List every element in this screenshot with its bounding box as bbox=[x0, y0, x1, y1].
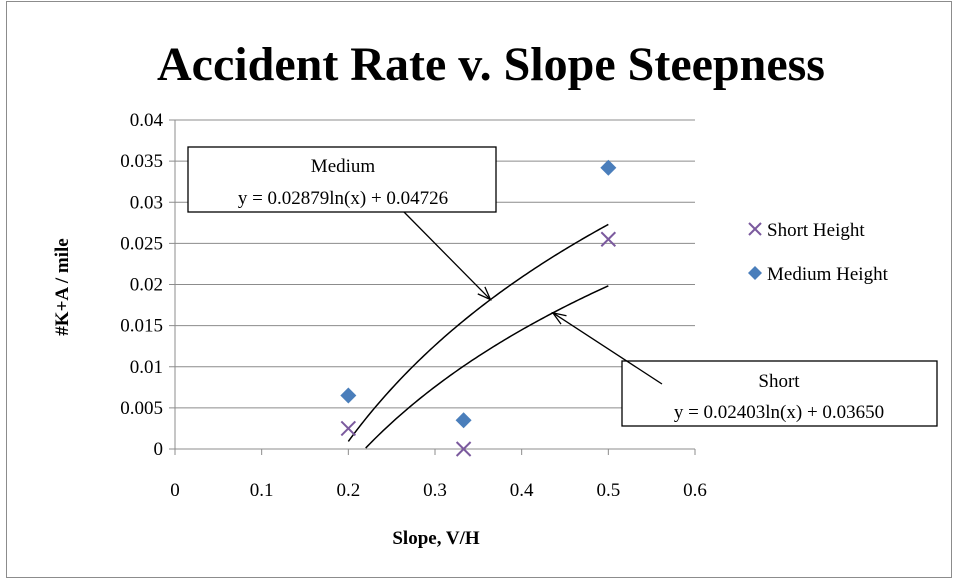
legend-label-medium-height: Medium Height bbox=[767, 264, 889, 285]
legend: Short Height Medium Height bbox=[748, 220, 889, 285]
callout-medium-equation: y = 0.02879ln(x) + 0.04726 bbox=[238, 188, 448, 209]
callout-short-label: Short bbox=[758, 371, 800, 392]
point-stroke bbox=[340, 420, 357, 437]
y-tick-label: 0 bbox=[154, 439, 164, 460]
y-tick-label: 0.035 bbox=[120, 151, 163, 172]
point-medium-height bbox=[340, 387, 357, 404]
callout-arrow-medium bbox=[403, 211, 491, 301]
trendline-short bbox=[365, 285, 609, 449]
chart-title: Accident Rate v. Slope Steepness bbox=[157, 38, 825, 91]
y-axis-title: #K+A / mile bbox=[52, 238, 73, 335]
point-stroke bbox=[600, 231, 617, 247]
x-axis-title: Slope, V/H bbox=[392, 528, 480, 549]
trendlines bbox=[347, 223, 609, 449]
callout-box-medium bbox=[187, 146, 497, 213]
legend-label-short-height: Short Height bbox=[767, 220, 865, 241]
x-tick-label: 0.2 bbox=[336, 480, 360, 501]
callout-box-short bbox=[621, 360, 938, 427]
chart-frame bbox=[6, 1, 952, 578]
y-tick-label: 0.04 bbox=[130, 110, 164, 131]
x-tick-labels: 0 0.1 0.2 0.3 0.4 0.5 0.6 bbox=[170, 480, 707, 501]
callout-medium-label: Medium bbox=[311, 156, 376, 177]
legend-marker-short-height bbox=[748, 222, 762, 236]
y-tick-label: 0.03 bbox=[130, 192, 163, 213]
x-tick-label: 0 bbox=[170, 480, 180, 501]
point-stroke bbox=[455, 441, 472, 457]
trendline-medium bbox=[347, 223, 609, 442]
callout-arrow-short bbox=[552, 312, 663, 385]
y-tick-label: 0.025 bbox=[120, 233, 163, 254]
y-tick-label: 0.005 bbox=[120, 398, 163, 419]
point-medium-height bbox=[600, 159, 617, 176]
y-tick-label: 0.015 bbox=[120, 316, 163, 337]
point-short-height bbox=[455, 441, 472, 457]
y-tick-labels: 0 0.005 0.01 0.015 0.02 0.025 0.03 0.035 0.04 bbox=[120, 110, 163, 460]
axes bbox=[174, 120, 696, 455]
point-medium-height bbox=[455, 412, 472, 429]
y-tick-label: 0.02 bbox=[130, 275, 163, 296]
callout-arrow-medium-head bbox=[477, 286, 492, 301]
y-tick-label: 0.01 bbox=[130, 357, 163, 378]
x-tick-label: 0.3 bbox=[423, 480, 447, 501]
x-tick-label: 0.6 bbox=[683, 480, 707, 501]
trendline-callouts: Medium y = 0.02879ln(x) + 0.04726 Short y =… bbox=[187, 146, 938, 427]
legend-marker-medium-height bbox=[748, 266, 762, 280]
callout-arrow-short-head bbox=[551, 311, 567, 325]
data-points bbox=[340, 159, 617, 457]
point-short-height bbox=[340, 420, 357, 437]
callout-short-equation: y = 0.02403ln(x) + 0.03650 bbox=[674, 402, 884, 423]
x-tick-label: 0.4 bbox=[510, 480, 534, 501]
point-short-height bbox=[600, 231, 617, 247]
x-tick-label: 0.1 bbox=[250, 480, 274, 501]
x-tick-label: 0.5 bbox=[596, 480, 620, 501]
